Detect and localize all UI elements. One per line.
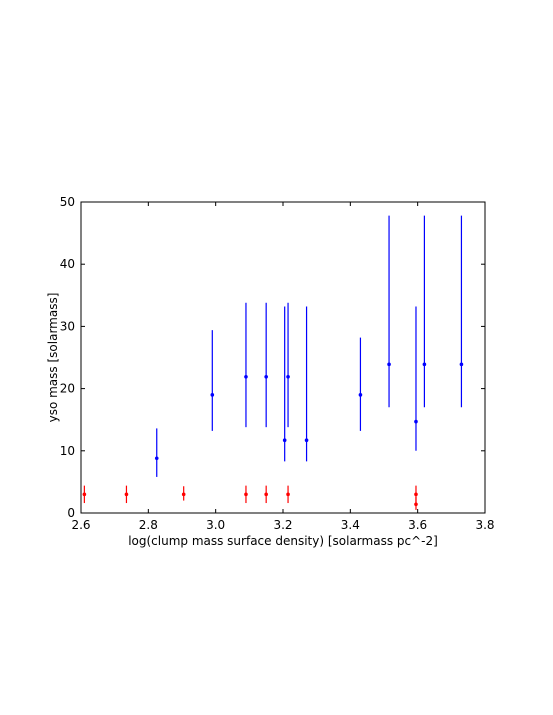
x-axis-title: log(clump mass surface density) [solarma… [128, 534, 438, 548]
data-point [286, 374, 290, 379]
y-tick-label: 20 [60, 382, 75, 396]
data-point [124, 492, 129, 497]
data-point [264, 492, 268, 497]
x-tick-label: 3.6 [408, 518, 427, 532]
x-tick-label: 2.8 [139, 518, 158, 532]
data-point [459, 362, 464, 367]
data-point [304, 438, 309, 443]
plot-area [81, 202, 485, 513]
data-point [181, 492, 186, 497]
y-tick-label: 0 [67, 506, 75, 520]
y-tick-label: 50 [60, 195, 75, 209]
data-point [387, 362, 391, 367]
data-point [286, 492, 290, 497]
y-tick-label: 10 [60, 444, 75, 458]
data-point [282, 438, 287, 443]
data-marks [82, 215, 464, 510]
x-tick-label: 3.4 [341, 518, 360, 532]
series-0 [154, 215, 464, 477]
data-point [154, 456, 159, 461]
data-point [244, 492, 248, 497]
series-1 [82, 485, 418, 510]
x-tick-label: 2.6 [71, 518, 90, 532]
x-tick-label: 3.2 [273, 518, 292, 532]
y-axis-title: yso mass [solarmass] [46, 293, 60, 423]
y-tick-label: 40 [60, 257, 75, 271]
y-tick-label: 30 [60, 319, 75, 333]
data-point [210, 393, 215, 397]
data-point [414, 419, 418, 424]
data-point [414, 502, 418, 507]
x-tick-label: 3.8 [475, 518, 494, 532]
plot-frame [80, 201, 486, 514]
data-point [82, 492, 87, 497]
x-axis-ticks: 2.6 2.8 3.0 3.2 3.4 3.6 3.8 [71, 202, 495, 532]
data-point [414, 492, 418, 497]
data-point [264, 374, 268, 379]
x-tick-label: 3.0 [206, 518, 225, 532]
data-point [244, 374, 248, 379]
data-point [422, 362, 427, 367]
y-axis-ticks: 0 10 20 30 40 50 [60, 195, 485, 520]
data-point [358, 393, 363, 397]
